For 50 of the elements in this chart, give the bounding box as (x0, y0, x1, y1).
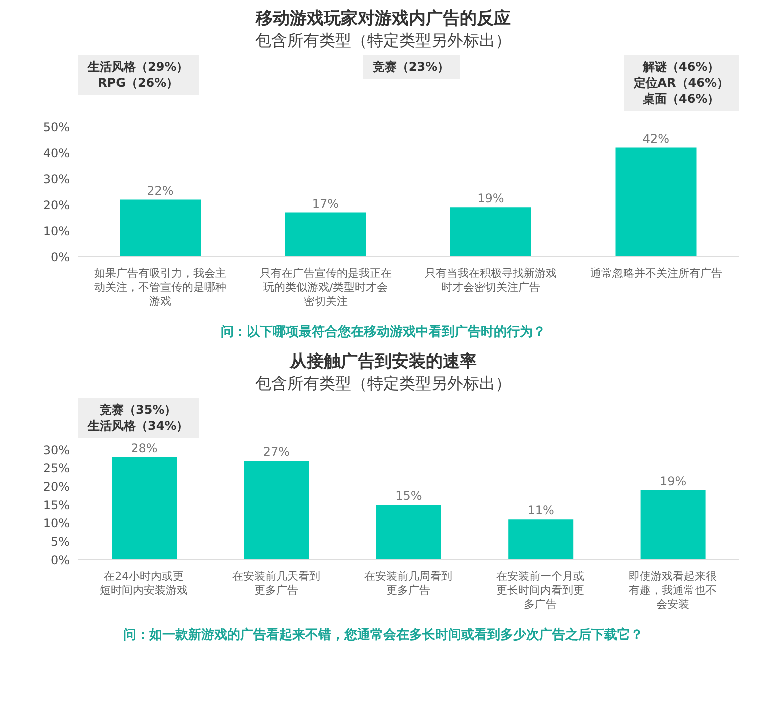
x-tick-label: 在安装前几天看到更多广告 (232, 570, 320, 597)
text: 问：以下哪项最符合您在移动游戏中看到广告时的行为？ (220, 324, 547, 341)
x-tick-label: 即使游戏看起来很有趣，我通常也不会安装 (628, 570, 717, 611)
data-label: 19% (478, 192, 504, 206)
bar (508, 520, 574, 560)
data-label: 19% (660, 474, 687, 488)
y-tick-label: 10% (43, 224, 70, 238)
x-tick-label: 只有在广告宣传的是我正在玩的类似游戏/类型时才会密切关注 (260, 267, 392, 308)
x-tick-label: 在安装前一个月或更长时间内看到更多广告 (496, 570, 585, 611)
y-tick-label: 40% (43, 146, 70, 160)
y-tick-label: 25% (43, 462, 70, 476)
data-label: 15% (396, 489, 422, 503)
data-label: 11% (528, 504, 554, 518)
text: 竞赛（35%）生活风格（34%） (88, 402, 189, 434)
bar (616, 148, 697, 257)
bar (450, 208, 532, 257)
x-tick-label: 只有当我在积极寻找新游戏时才会密切关注广告 (425, 267, 558, 294)
x-tick-label: 在安装前几周看到更多广告 (364, 570, 452, 597)
data-label: 28% (131, 441, 158, 456)
bar (285, 212, 366, 257)
chart-subtitle: 包含所有类型（特定类型另外标出） (254, 373, 512, 394)
text: 生活风格（29%）RPG（26%） (88, 59, 189, 91)
x-tick-label: 通常忽略并不关注所有广告 (590, 267, 722, 280)
chart-subtitle: 包含所有类型（特定类型另外标出） (254, 30, 512, 51)
data-label: 22% (147, 184, 174, 198)
y-tick-label: 30% (43, 443, 70, 458)
data-label: 27% (263, 445, 290, 459)
y-tick-label: 50% (43, 120, 70, 134)
text: 问：如一款新游戏的广告看起来不错，您通常会在多长时间或看到多少次广告之后下载它？ (122, 626, 644, 644)
y-tick-label: 0% (50, 250, 70, 264)
y-tick-label: 15% (43, 498, 70, 512)
data-label: 17% (312, 196, 340, 211)
text: 解谜（46%）定位AR（46%）桌面（46%） (634, 59, 729, 107)
chart-title: 移动游戏玩家对游戏内广告的反应 (254, 8, 512, 30)
bar (376, 505, 442, 560)
text: 竞赛（23%） (372, 59, 450, 75)
bar (120, 200, 201, 257)
x-tick-label: 在24小时内或更短时间内安装游戏 (100, 570, 188, 597)
bar (244, 461, 310, 560)
y-tick-label: 20% (43, 198, 70, 212)
bar (112, 457, 177, 560)
y-tick-label: 0% (50, 553, 70, 568)
data-label: 42% (642, 132, 670, 146)
chart-title: 从接触广告到安装的速率 (288, 351, 478, 373)
x-tick-label: 如果广告有吸引力，我会主动关注，不管宣传的是哪种游戏 (94, 267, 227, 308)
y-tick-label: 20% (43, 480, 70, 494)
y-tick-label: 5% (50, 534, 70, 549)
bar (640, 490, 706, 560)
y-tick-label: 10% (43, 516, 70, 531)
y-tick-label: 30% (43, 172, 70, 186)
